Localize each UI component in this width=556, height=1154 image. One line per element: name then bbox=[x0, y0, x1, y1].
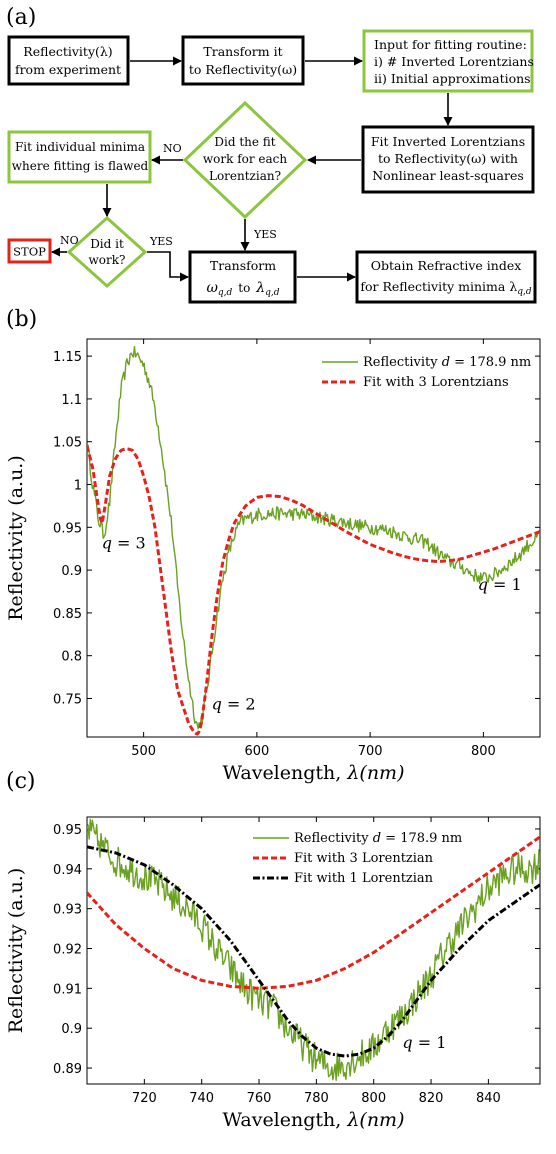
panel-label-c: (c) bbox=[6, 769, 36, 794]
box-obtain-index bbox=[355, 250, 537, 304]
flowchart: (a) Reflectivity(λ) from experiment Tran… bbox=[6, 5, 537, 304]
box-fit-individual bbox=[7, 130, 152, 184]
x-tick-label: 600 bbox=[244, 744, 269, 759]
annotation-label: q = 3 bbox=[102, 534, 146, 553]
box-transform2-line2: ωq,d to λq,d bbox=[206, 280, 279, 298]
y-tick-label: 0.95 bbox=[53, 521, 82, 536]
panel-label-a: (a) bbox=[6, 5, 36, 30]
box-fit-line2: to Reflectivity(ω) with bbox=[378, 151, 518, 166]
series-line-2 bbox=[87, 835, 540, 990]
y-tick-label: 0.9 bbox=[61, 1022, 82, 1037]
series-group bbox=[87, 818, 540, 1082]
box-reflectivity-line2: from experiment bbox=[15, 62, 121, 77]
y-axis-label: Reflectivity (a.u.) bbox=[5, 868, 27, 1034]
x-tick-label: 740 bbox=[189, 1091, 214, 1106]
x-tick-label: 760 bbox=[247, 1091, 272, 1106]
box-fit-line3: Nonlinear least-squares bbox=[372, 168, 524, 183]
box-stop bbox=[7, 238, 52, 264]
box-transform-line1: Transform it bbox=[203, 44, 282, 59]
box-input-line1: Input for fitting routine: bbox=[374, 37, 527, 52]
legend-label: Reflectivity d = 178.9 nm bbox=[294, 831, 462, 846]
y-tick-label: 0.85 bbox=[53, 607, 82, 622]
box-individual-line2: where fitting is flawed bbox=[12, 159, 149, 173]
box-obtain-line1: Obtain Refractive index bbox=[371, 258, 522, 273]
box-transform-line2: to Reflectivity(ω) bbox=[189, 62, 297, 77]
chart-c: (c) 720 740 760 780 800 820 840 0.89 0.9 0.91 0.92… bbox=[5, 769, 541, 1131]
box-stop-label: STOP bbox=[13, 245, 46, 259]
box-individual-line1: Fit individual minima bbox=[15, 140, 145, 154]
box-input-fitting bbox=[362, 29, 534, 93]
y-axis-label: Reflectivity (a.u.) bbox=[5, 455, 27, 621]
y-tick-label: 1.15 bbox=[53, 350, 82, 365]
plot-area bbox=[86, 338, 541, 738]
box-fit-lorentzians bbox=[361, 125, 535, 194]
y-tick-label: 1.05 bbox=[53, 436, 82, 451]
x-tick-label: 840 bbox=[476, 1091, 501, 1106]
y-tick-label: 0.91 bbox=[53, 982, 82, 997]
box-transform bbox=[181, 35, 305, 86]
transform-to-word: to bbox=[238, 281, 250, 295]
annotation-label: q = 1 bbox=[478, 575, 522, 594]
x-axis-label: Wavelength, λ(nm) bbox=[223, 762, 405, 784]
series-line-1 bbox=[87, 345, 540, 730]
diamond-fit-work bbox=[182, 100, 308, 220]
x-tick-label: 700 bbox=[358, 744, 383, 759]
legend-label: Fit with 1 Lorentzian bbox=[294, 871, 434, 886]
chart-b: (b) 500 600 700 800 0.75 0.8 0.85 0.9 0.95 1 1.05 1… bbox=[5, 307, 541, 784]
panel-label-b: (b) bbox=[6, 307, 37, 332]
y-tick-label: 1 bbox=[74, 479, 82, 494]
diamond-fit-line2: work for each bbox=[203, 152, 288, 166]
x-tick-label: 800 bbox=[361, 1091, 386, 1106]
label-no-2: NO bbox=[60, 234, 79, 247]
label-no-1: NO bbox=[163, 142, 182, 155]
x-tick-label: 820 bbox=[419, 1091, 444, 1106]
annotation-label: q = 1 bbox=[402, 1033, 446, 1052]
diamond-did-it-work bbox=[66, 215, 148, 289]
box-reflectivity-line1: Reflectivity(λ) bbox=[23, 44, 112, 59]
diamond-did-line2: work? bbox=[89, 253, 126, 267]
series-line-3 bbox=[87, 845, 540, 1058]
omega-symbol: ω bbox=[206, 280, 218, 296]
arrow-did-yes bbox=[147, 251, 189, 282]
lambda-sub: q,d bbox=[265, 288, 280, 298]
x-tick-label: 780 bbox=[304, 1091, 329, 1106]
x-tick-label: 720 bbox=[132, 1091, 157, 1106]
series-group bbox=[87, 345, 540, 736]
box-reflectivity-experiment bbox=[7, 35, 130, 86]
y-tick-label: 0.92 bbox=[53, 943, 82, 958]
legend-label: Fit with 3 Lorentzians bbox=[363, 375, 509, 390]
series-line-1 bbox=[87, 818, 540, 1082]
diamond-fit-line3: Lorentzian? bbox=[209, 169, 281, 183]
x-tick-label: 500 bbox=[131, 744, 156, 759]
box-obtain-line2: for Reflectivity minima λq,d bbox=[360, 279, 532, 297]
y-tick-label: 1.1 bbox=[61, 393, 82, 408]
diamond-fit-line1: Did the fit bbox=[214, 135, 275, 149]
y-tick-label: 0.93 bbox=[53, 903, 82, 918]
obtain-sub: q,d bbox=[517, 287, 532, 297]
y-tick-label: 0.95 bbox=[53, 823, 82, 838]
obtain-line2-text: for Reflectivity minima λ bbox=[360, 279, 517, 294]
x-tick-label: 800 bbox=[471, 744, 496, 759]
x-axis-label: Wavelength, λ(nm) bbox=[223, 1109, 405, 1131]
box-input-line3: ii) Initial approximations bbox=[374, 71, 531, 86]
label-yes-2: YES bbox=[149, 235, 173, 248]
box-transform2-line1: Transform bbox=[210, 258, 276, 273]
legend-label: Fit with 3 Lorentzian bbox=[294, 851, 434, 866]
box-transform-omega bbox=[188, 250, 297, 304]
y-tick-label: 0.9 bbox=[61, 564, 82, 579]
box-input-line2: i) # Inverted Lorentzians bbox=[374, 54, 534, 69]
y-tick-label: 0.89 bbox=[53, 1062, 82, 1077]
label-yes-1: YES bbox=[253, 228, 277, 241]
legend-label: Reflectivity d = 178.9 nm bbox=[363, 355, 531, 370]
lambda-symbol: λ bbox=[255, 280, 265, 296]
plot-area bbox=[86, 816, 541, 1085]
annotation-label: q = 2 bbox=[212, 695, 256, 714]
y-tick-label: 0.75 bbox=[53, 692, 82, 707]
y-tick-label: 0.94 bbox=[53, 863, 82, 878]
box-fit-line1: Fit Inverted Lorentzians bbox=[371, 134, 525, 149]
omega-sub: q,d bbox=[218, 288, 233, 298]
y-tick-label: 0.8 bbox=[61, 650, 82, 665]
diamond-did-line1: Did it bbox=[90, 237, 124, 251]
